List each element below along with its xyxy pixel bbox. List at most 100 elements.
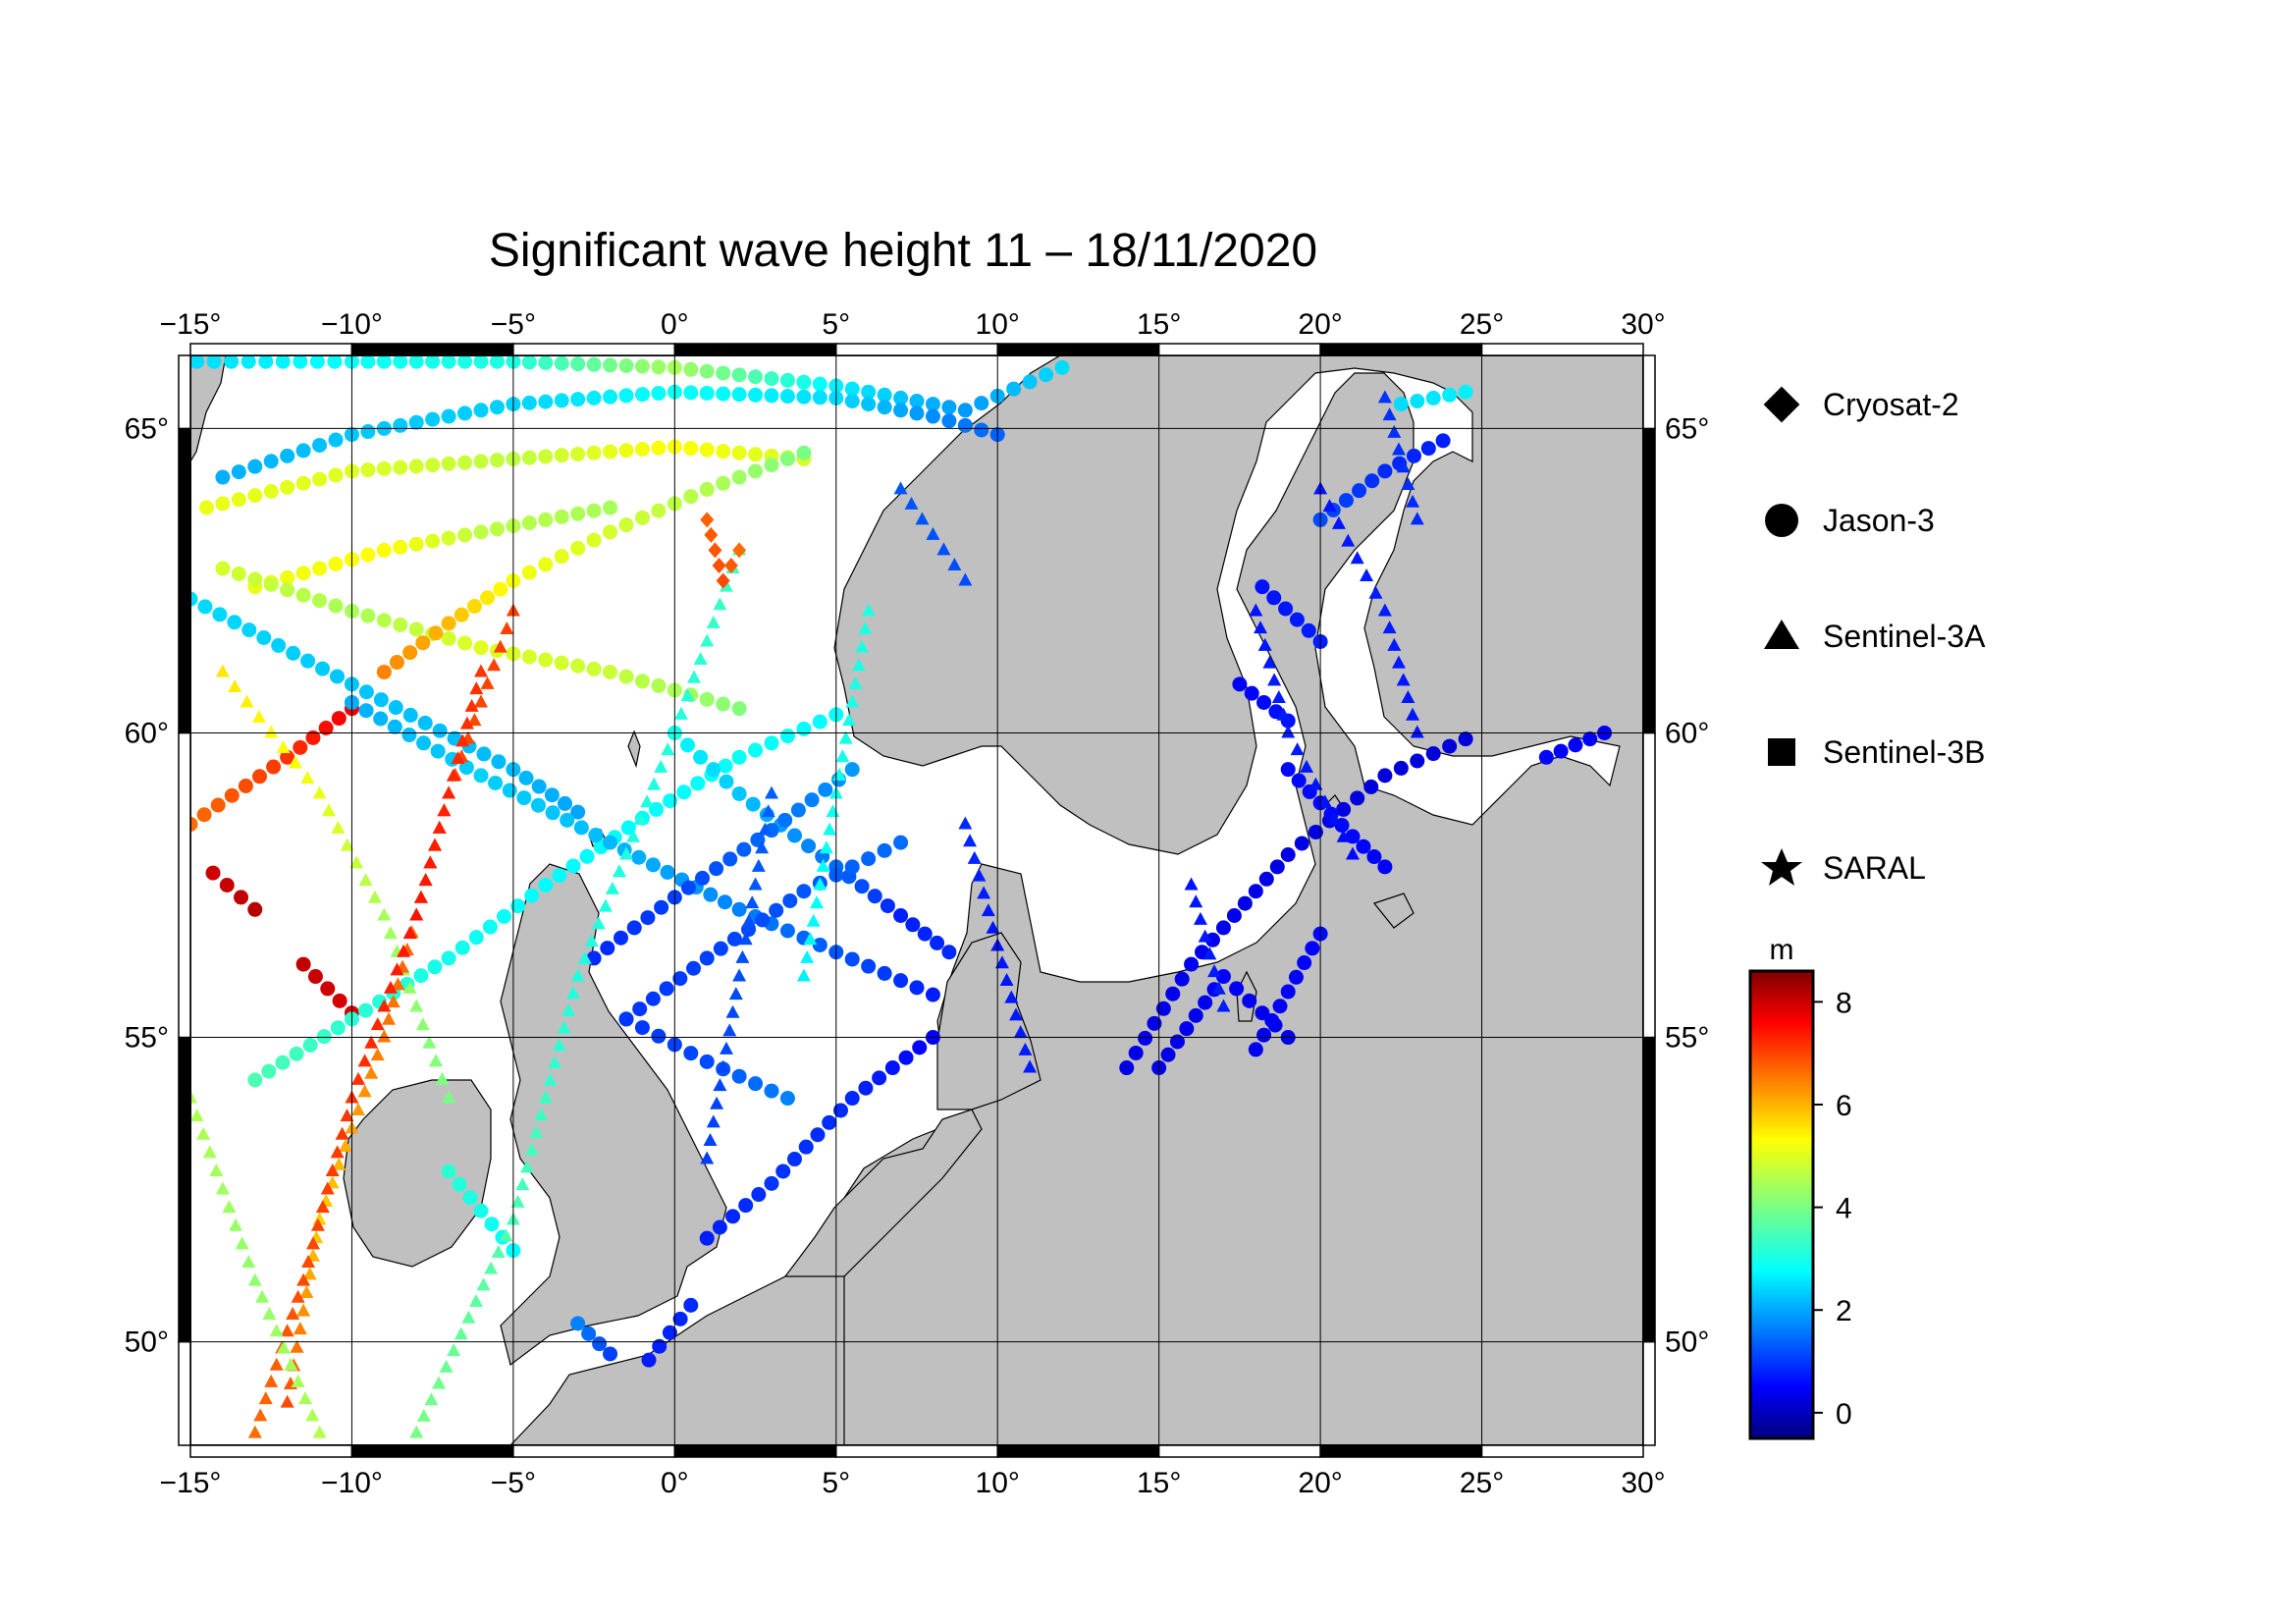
sentinel3a-point xyxy=(1257,637,1272,651)
jason3-point xyxy=(1410,394,1425,409)
sentinel3a-point xyxy=(190,1109,204,1122)
sentinel3a-point xyxy=(310,1217,325,1231)
jason3-point xyxy=(373,692,389,708)
sentinel3a-point xyxy=(1300,759,1314,773)
jason3-point xyxy=(718,758,733,774)
land-great-britain xyxy=(500,863,727,1367)
sentinel3a-point xyxy=(338,1139,352,1153)
jason3-point xyxy=(263,454,279,469)
jason3-point xyxy=(1425,390,1441,406)
jason3-point xyxy=(231,464,246,480)
jason3-point xyxy=(521,649,537,665)
jason3-point xyxy=(722,851,738,867)
sentinel3a-point xyxy=(732,968,747,982)
jason3-point xyxy=(651,385,667,401)
jason3-point xyxy=(764,388,779,404)
jason3-point xyxy=(570,658,586,674)
jason3-point xyxy=(618,1011,634,1027)
cryosat2-point xyxy=(716,572,730,589)
jason3-point xyxy=(603,835,618,850)
sentinel3a-point xyxy=(1216,999,1231,1012)
jason3-point xyxy=(1568,737,1583,753)
lon-tick-label-bottom: 20° xyxy=(1298,1467,1342,1499)
jason3-point xyxy=(544,787,560,803)
jason3-point xyxy=(1352,483,1367,499)
jason3-point xyxy=(1366,849,1382,865)
jason3-point xyxy=(690,776,706,791)
sentinel3a-point xyxy=(1211,981,1226,995)
jason3-point xyxy=(266,759,282,775)
jason3-point xyxy=(215,496,231,512)
sentinel3a-point xyxy=(391,977,405,991)
sentinel3a-point xyxy=(467,713,482,727)
sentinel3a-point xyxy=(364,1065,379,1079)
jason3-point xyxy=(748,1076,764,1092)
sentinel3a-point xyxy=(713,597,727,611)
lat-tick-label-right: 65° xyxy=(1665,412,1709,445)
sentinel3a-point xyxy=(1377,603,1392,617)
jason3-point xyxy=(1226,908,1242,924)
jason3-point xyxy=(307,969,323,985)
cryosat2-point xyxy=(708,542,722,559)
sentinel3a-point xyxy=(447,1343,461,1357)
sentinel3a-point xyxy=(972,868,987,882)
lon-tick-label-bottom: 0° xyxy=(661,1467,689,1499)
jason3-point xyxy=(634,1020,650,1036)
jason3-point xyxy=(312,437,328,453)
lon-tick-label-bottom: −15° xyxy=(160,1467,222,1499)
sentinel3a-point xyxy=(1396,460,1411,473)
jason3-point xyxy=(731,387,747,403)
jason3-point xyxy=(358,703,374,719)
lon-tick-label-top: 0° xyxy=(661,308,689,341)
map-area[interactable] xyxy=(184,354,1644,1445)
jason3-point xyxy=(588,828,604,843)
frame-bar-left xyxy=(178,731,191,1039)
legend-item-saral: SARAL xyxy=(1761,848,1926,886)
jason3-point xyxy=(777,812,793,828)
sentinel3a-point xyxy=(700,1151,715,1164)
sentinel3a-point xyxy=(719,1041,733,1055)
jason3-point xyxy=(1278,601,1294,617)
jason3-point xyxy=(925,408,940,424)
jason3-point xyxy=(683,361,699,377)
sentinel3a-point xyxy=(241,1254,256,1268)
frame-bar-bottom xyxy=(1319,1444,1483,1458)
frame-bar-bottom xyxy=(673,1444,837,1458)
jason3-point xyxy=(676,784,692,800)
jason3-point xyxy=(579,848,595,864)
frame-bar-right xyxy=(1642,1036,1656,1343)
jason3-point xyxy=(775,1163,791,1179)
sentinel3a-point xyxy=(761,804,775,818)
jason3-point xyxy=(779,729,795,744)
sentinel3a-point xyxy=(693,652,708,666)
frame-bar-bottom xyxy=(189,1444,353,1458)
jason3-point xyxy=(1294,836,1309,851)
jason3-point xyxy=(603,524,618,540)
jason3-point xyxy=(764,735,779,751)
sentinel3a-point xyxy=(320,1181,335,1195)
sentinel3a-point xyxy=(1377,390,1392,404)
sentinel3a-point xyxy=(297,1391,312,1405)
lon-tick-label-top: −10° xyxy=(321,308,383,341)
sentinel3a-point xyxy=(816,858,830,872)
sentinel3a-point xyxy=(1360,568,1374,582)
jason3-point xyxy=(731,749,747,765)
jason3-point xyxy=(1553,743,1569,759)
jason3-point xyxy=(554,509,569,524)
sentinel3a-point xyxy=(1207,964,1222,978)
jason3-point xyxy=(457,527,473,543)
sentinel3a-point xyxy=(758,822,773,836)
jason3-point xyxy=(332,993,347,1008)
lon-tick-label-top: 10° xyxy=(976,308,1020,341)
jason3-point xyxy=(570,356,586,372)
jason3-point xyxy=(441,456,456,471)
sentinel3a-point xyxy=(519,1160,534,1173)
jason3-point xyxy=(699,442,715,458)
jason3-point xyxy=(782,893,798,908)
sentinel3a-point xyxy=(936,542,951,556)
jason3-point xyxy=(748,742,764,758)
jason3-point xyxy=(1169,1034,1185,1050)
jason3-point xyxy=(748,369,764,385)
jason3-point xyxy=(683,1046,699,1061)
jason3-point xyxy=(844,381,860,397)
